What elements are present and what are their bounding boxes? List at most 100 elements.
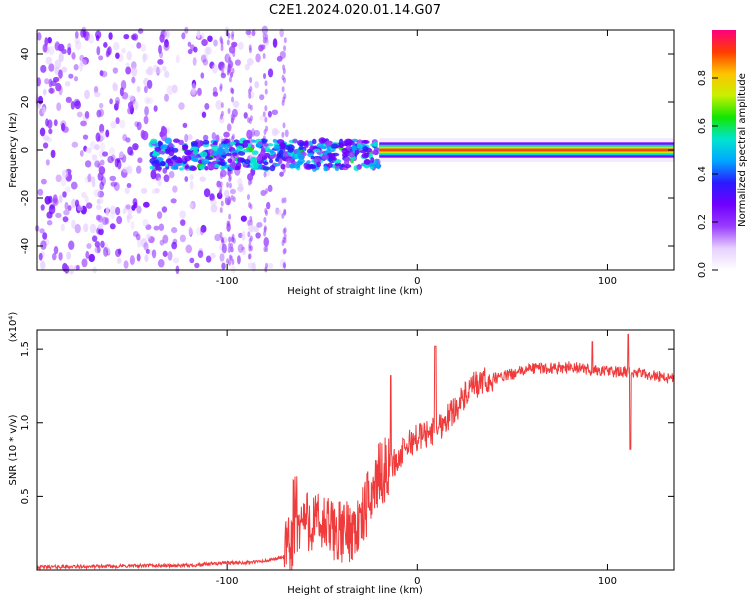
streak-blob bbox=[227, 32, 231, 39]
onset-blob bbox=[324, 140, 333, 147]
noise-blob bbox=[126, 214, 133, 220]
noise-blob bbox=[87, 173, 92, 183]
noise-blob bbox=[99, 70, 104, 77]
noise-blob bbox=[158, 44, 162, 55]
noise-blob bbox=[122, 167, 129, 173]
noise-blob bbox=[74, 100, 81, 110]
streak-blob bbox=[248, 47, 252, 54]
onset-blob bbox=[220, 143, 226, 148]
noise-blob bbox=[197, 87, 202, 96]
noise-blob bbox=[115, 117, 120, 125]
noise-blob bbox=[216, 180, 222, 188]
noise-blob bbox=[118, 151, 124, 159]
onset-blob bbox=[269, 165, 276, 172]
streak-blob bbox=[232, 237, 236, 244]
noise-blob bbox=[55, 212, 62, 218]
noise-blob bbox=[61, 169, 69, 178]
noise-blob bbox=[125, 204, 131, 210]
noise-blob bbox=[105, 129, 110, 138]
noise-blob bbox=[241, 230, 246, 241]
onset-blob bbox=[348, 151, 355, 158]
noise-blob bbox=[166, 85, 174, 96]
noise-blob bbox=[45, 159, 50, 166]
streak-blob bbox=[262, 52, 266, 59]
onset-blob bbox=[261, 139, 268, 144]
noise-blob bbox=[126, 50, 132, 61]
streak-blob bbox=[262, 33, 266, 40]
streak-blob bbox=[283, 93, 287, 100]
noise-blob bbox=[167, 251, 173, 261]
noise-blob bbox=[83, 223, 89, 233]
noise-blob bbox=[234, 59, 241, 66]
spectrogram-x-tick-label: 100 bbox=[598, 276, 617, 287]
onset-blob bbox=[372, 141, 379, 147]
streak-blob bbox=[219, 85, 223, 92]
noise-blob bbox=[82, 56, 89, 65]
streak-blob bbox=[221, 69, 225, 76]
noise-blob bbox=[76, 264, 80, 271]
onset-blob bbox=[272, 138, 278, 143]
noise-blob bbox=[143, 85, 148, 94]
noise-blob bbox=[98, 108, 105, 117]
spectrogram-panel: -100 0 100 40 20 0 -20 -40 Height of straight l… bbox=[8, 25, 675, 297]
snr-y-tick-label: 1.5 bbox=[20, 341, 31, 357]
noise-blob bbox=[284, 129, 289, 138]
noise-blob bbox=[193, 46, 198, 53]
noise-blob bbox=[279, 171, 284, 177]
noise-blob bbox=[60, 177, 67, 187]
onset-blob bbox=[173, 138, 180, 143]
noise-blob bbox=[263, 237, 269, 248]
noise-blob bbox=[181, 32, 186, 40]
onset-blob bbox=[256, 155, 263, 161]
onset-blob bbox=[168, 149, 175, 156]
noise-blob bbox=[81, 258, 88, 268]
onset-blob bbox=[287, 144, 295, 151]
onset-blob bbox=[242, 139, 251, 144]
onset-blob bbox=[217, 147, 224, 154]
noise-blob bbox=[125, 66, 132, 75]
noise-blob bbox=[168, 170, 175, 179]
streak-blob bbox=[263, 246, 267, 253]
noise-blob bbox=[157, 177, 162, 187]
noise-blob bbox=[164, 93, 170, 102]
noise-blob bbox=[45, 56, 52, 65]
noise-blob bbox=[146, 97, 153, 104]
onset-blob bbox=[364, 164, 370, 169]
onset-blob bbox=[154, 163, 159, 168]
noise-blob bbox=[77, 204, 84, 212]
streak-blob bbox=[230, 117, 234, 124]
onset-blob bbox=[280, 163, 286, 170]
noise-blob bbox=[267, 110, 272, 118]
streak-blob bbox=[264, 80, 268, 87]
noise-blob bbox=[140, 43, 147, 52]
onset-blob bbox=[219, 161, 226, 166]
onset-blob bbox=[269, 154, 276, 159]
noise-blob bbox=[99, 181, 105, 191]
colorbar-gradient bbox=[712, 30, 736, 270]
onset-blob bbox=[199, 151, 208, 158]
noise-blob bbox=[40, 240, 47, 250]
noise-blob bbox=[237, 255, 241, 265]
noise-blob bbox=[245, 29, 252, 36]
noise-blob bbox=[253, 225, 260, 233]
noise-blob bbox=[147, 66, 154, 76]
noise-blob bbox=[202, 58, 209, 66]
onset-blob bbox=[164, 137, 172, 144]
onset-blob bbox=[276, 139, 285, 144]
streak-blob bbox=[282, 228, 286, 235]
streak-blob bbox=[281, 86, 285, 93]
noise-blob bbox=[140, 237, 148, 248]
onset-blob bbox=[338, 142, 344, 149]
colorbar: 0.0 0.2 0.4 0.6 0.8 Normalized spectral ampl… bbox=[697, 30, 748, 278]
noise-blob bbox=[155, 67, 163, 74]
onset-blob bbox=[323, 165, 329, 172]
noise-blob bbox=[42, 88, 47, 96]
noise-blob bbox=[223, 189, 230, 199]
streak-blob bbox=[227, 108, 231, 115]
noise-blob bbox=[90, 176, 96, 184]
noise-blob bbox=[93, 189, 101, 198]
snr-x-tick-label: -100 bbox=[216, 576, 239, 587]
noise-blob bbox=[109, 205, 117, 215]
noise-blob bbox=[132, 143, 139, 151]
noise-blob bbox=[36, 77, 41, 87]
